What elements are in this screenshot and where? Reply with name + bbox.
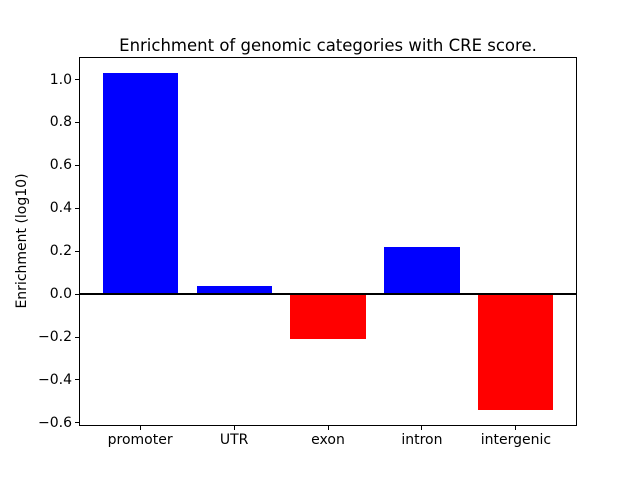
y-tick-label: 0.6 bbox=[49, 157, 72, 174]
y-tick-label: 0.4 bbox=[49, 200, 72, 217]
y-tick-mark bbox=[75, 293, 79, 295]
plot-area bbox=[79, 57, 577, 426]
bar-intergenic bbox=[478, 294, 554, 410]
y-tick-mark bbox=[75, 121, 79, 123]
x-tick-mark bbox=[233, 426, 235, 430]
y-tick-mark bbox=[75, 207, 79, 209]
y-tick-mark bbox=[75, 164, 79, 166]
y-tick-mark bbox=[75, 336, 79, 338]
y-tick-label: 0.2 bbox=[49, 243, 72, 260]
x-tick-label-UTR: UTR bbox=[219, 432, 249, 448]
bar-intron bbox=[384, 246, 460, 295]
y-tick-label: −0.2 bbox=[38, 329, 72, 345]
bar-promoter bbox=[102, 73, 178, 295]
y-tick-label: 1.0 bbox=[49, 71, 72, 88]
x-tick-mark bbox=[515, 426, 517, 430]
x-tick-mark bbox=[421, 426, 423, 430]
y-tick-mark bbox=[75, 250, 79, 252]
chart-title: Enrichment of genomic categories with CR… bbox=[119, 36, 537, 55]
x-tick-label-exon: exon bbox=[311, 432, 345, 448]
y-tick-label: 0.8 bbox=[49, 114, 72, 131]
y-tick-mark bbox=[75, 379, 79, 381]
y-tick-mark bbox=[75, 79, 79, 80]
y-tick-label: −0.6 bbox=[38, 414, 72, 431]
y-tick-label: −0.4 bbox=[38, 371, 72, 388]
x-tick-label-intergenic: intergenic bbox=[480, 432, 552, 448]
x-tick-mark bbox=[139, 426, 141, 430]
bar-exon bbox=[290, 294, 366, 340]
y-tick-mark bbox=[75, 422, 79, 424]
x-tick-label-promoter: promoter bbox=[107, 432, 173, 448]
x-tick-label-intron: intron bbox=[401, 432, 443, 448]
y-tick-label: 0.0 bbox=[49, 286, 72, 303]
bar-UTR bbox=[196, 285, 272, 295]
zero-line bbox=[80, 293, 576, 296]
x-tick-mark bbox=[327, 426, 329, 430]
